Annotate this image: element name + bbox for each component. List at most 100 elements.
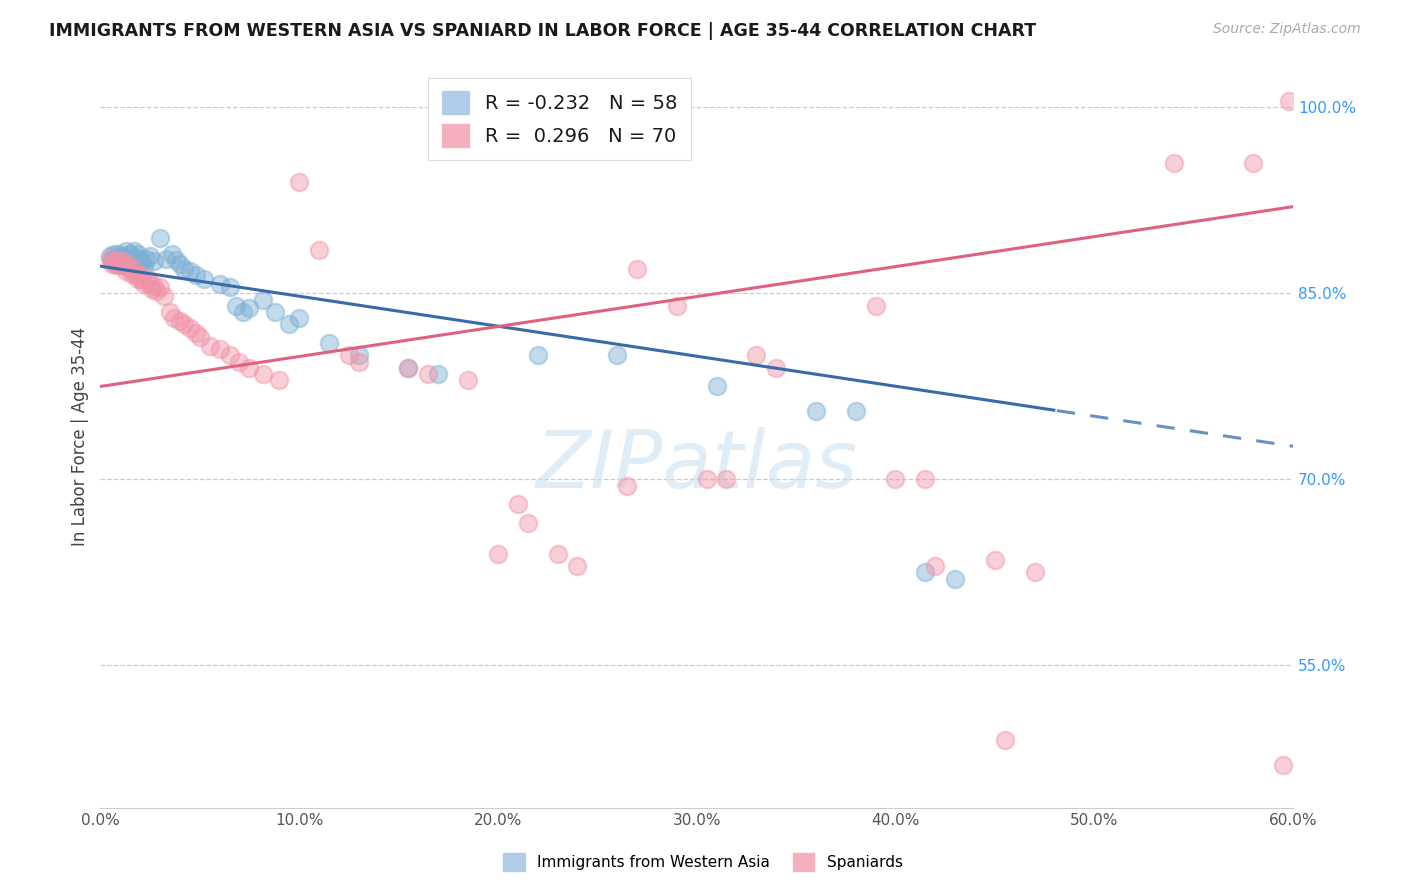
Legend: Immigrants from Western Asia, Spaniards: Immigrants from Western Asia, Spaniards — [498, 847, 908, 877]
Point — [111, 254, 134, 268]
Point — [110, 254, 132, 268]
Point — [165, 252, 187, 267]
Point — [131, 255, 153, 269]
Point — [98, 249, 121, 263]
Point — [347, 349, 370, 363]
Point — [117, 257, 139, 271]
Point — [120, 247, 142, 261]
Point — [184, 326, 207, 340]
Point — [139, 277, 162, 291]
Point — [149, 280, 172, 294]
Point — [706, 379, 728, 393]
Point — [103, 247, 125, 261]
Point — [159, 305, 181, 319]
Point — [107, 254, 129, 268]
Point — [125, 251, 148, 265]
Point — [232, 305, 254, 319]
Point — [105, 251, 128, 265]
Point — [132, 259, 155, 273]
Point — [136, 271, 159, 285]
Point — [318, 336, 340, 351]
Point — [238, 301, 260, 316]
Point — [105, 258, 128, 272]
Point — [347, 354, 370, 368]
Point — [804, 404, 827, 418]
Point — [914, 473, 936, 487]
Point — [163, 311, 186, 326]
Point — [1272, 757, 1295, 772]
Point — [105, 252, 128, 267]
Point — [218, 280, 240, 294]
Point — [745, 349, 768, 363]
Point — [127, 271, 149, 285]
Point — [924, 559, 946, 574]
Point — [117, 252, 139, 267]
Point — [506, 497, 529, 511]
Point — [143, 279, 166, 293]
Point — [418, 367, 440, 381]
Point — [228, 354, 250, 368]
Point — [547, 547, 569, 561]
Point — [129, 269, 152, 284]
Point — [129, 252, 152, 266]
Point — [107, 252, 129, 267]
Text: ZIPatlas: ZIPatlas — [536, 427, 858, 505]
Point — [188, 330, 211, 344]
Point — [457, 373, 479, 387]
Point — [121, 254, 143, 268]
Y-axis label: In Labor Force | Age 35-44: In Labor Force | Age 35-44 — [72, 326, 89, 546]
Point — [696, 473, 718, 487]
Point — [884, 473, 907, 487]
Point — [115, 264, 138, 278]
Point — [1241, 156, 1264, 170]
Point — [153, 289, 176, 303]
Point — [173, 318, 195, 332]
Point — [278, 318, 301, 332]
Point — [193, 271, 215, 285]
Legend: R = -0.232   N = 58, R =  0.296   N = 70: R = -0.232 N = 58, R = 0.296 N = 70 — [429, 78, 690, 161]
Point — [225, 299, 247, 313]
Point — [252, 293, 274, 307]
Point — [149, 230, 172, 244]
Point — [173, 261, 195, 276]
Point — [337, 349, 360, 363]
Point — [994, 732, 1017, 747]
Point — [155, 252, 177, 266]
Point — [486, 547, 509, 561]
Point — [845, 404, 868, 418]
Point — [135, 252, 157, 266]
Point — [110, 258, 132, 272]
Point — [516, 516, 538, 530]
Point — [169, 314, 191, 328]
Point — [122, 261, 145, 276]
Point — [169, 257, 191, 271]
Point — [139, 249, 162, 263]
Point — [122, 244, 145, 259]
Point — [141, 281, 163, 295]
Point — [107, 247, 129, 261]
Point — [112, 254, 135, 268]
Point — [616, 478, 638, 492]
Point — [132, 277, 155, 291]
Point — [865, 299, 887, 313]
Point — [111, 257, 134, 271]
Point — [112, 259, 135, 273]
Point — [765, 360, 787, 375]
Point — [398, 360, 420, 375]
Point — [105, 257, 128, 271]
Point — [143, 254, 166, 268]
Point — [127, 247, 149, 261]
Text: Source: ZipAtlas.com: Source: ZipAtlas.com — [1213, 22, 1361, 37]
Point — [125, 254, 148, 268]
Point — [716, 473, 738, 487]
Point — [125, 268, 148, 282]
Point — [914, 566, 936, 580]
Point — [626, 261, 648, 276]
Point — [131, 273, 153, 287]
Point — [101, 257, 124, 271]
Point — [112, 249, 135, 263]
Point — [308, 243, 330, 257]
Point — [218, 349, 240, 363]
Point — [567, 559, 589, 574]
Point — [427, 367, 450, 381]
